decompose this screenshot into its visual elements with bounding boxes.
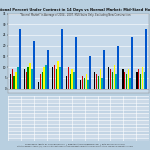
Bar [54, 65, 55, 89]
Bar [94, 72, 95, 89]
Bar [24, 69, 25, 89]
Bar [56, 69, 57, 89]
Bar [8, 131, 148, 134]
Bar [101, 78, 103, 89]
Bar [75, 37, 77, 89]
Bar [47, 50, 49, 89]
Bar [38, 82, 39, 89]
Bar [8, 138, 148, 141]
Bar [52, 67, 53, 89]
Bar [8, 96, 148, 99]
Bar [14, 76, 15, 89]
Bar [117, 46, 119, 89]
Bar [8, 127, 148, 131]
Bar [8, 106, 148, 110]
Bar [100, 69, 101, 89]
Bar [40, 74, 41, 89]
Bar [8, 99, 148, 103]
Bar [122, 69, 123, 89]
Bar [142, 67, 143, 89]
Bar [116, 74, 117, 89]
Bar [138, 69, 140, 89]
Bar [112, 72, 113, 89]
Bar [80, 80, 81, 89]
Bar [70, 74, 71, 89]
Bar [8, 117, 148, 120]
Bar [27, 67, 29, 89]
Bar [108, 67, 110, 89]
Bar [96, 74, 97, 89]
Bar [61, 28, 63, 89]
Bar [57, 61, 59, 89]
Bar [72, 69, 73, 89]
Bar [87, 80, 89, 89]
Bar [15, 72, 17, 89]
Bar [29, 63, 31, 89]
Bar [19, 28, 21, 89]
Bar [85, 74, 87, 89]
Text: Additional Percent Under Contract in 14 Days vs Normal Market: Mid-Sized Houses: Additional Percent Under Contract in 14 … [0, 8, 150, 12]
Bar [82, 76, 83, 89]
Bar [146, 28, 147, 89]
Bar [12, 69, 13, 89]
Bar [126, 74, 127, 89]
Bar [128, 69, 129, 89]
Bar [59, 67, 61, 89]
Bar [124, 72, 125, 89]
Bar [136, 72, 138, 89]
Bar [8, 103, 148, 106]
Text: "Normal Market" is Average of 2004 - 2007. MLS Sales Only, Excluding New Constru: "Normal Market" is Average of 2004 - 200… [20, 13, 130, 17]
Bar [73, 72, 75, 89]
Bar [8, 134, 148, 138]
Bar [68, 67, 69, 89]
Bar [42, 72, 43, 89]
Bar [129, 78, 131, 89]
Bar [10, 74, 11, 89]
Bar [131, 37, 133, 89]
Bar [33, 41, 35, 89]
Bar [98, 76, 99, 89]
Bar [140, 74, 141, 89]
Bar [45, 65, 47, 89]
Bar [8, 124, 148, 127]
Bar [26, 72, 27, 89]
Bar [8, 110, 148, 113]
Bar [44, 67, 45, 89]
Bar [31, 69, 33, 89]
Bar [114, 65, 115, 89]
Bar [66, 76, 67, 89]
Bar [8, 113, 148, 117]
Bar [144, 72, 145, 89]
Bar [17, 67, 19, 89]
Bar [8, 120, 148, 124]
Bar [103, 50, 105, 89]
Text: Statistics based on ARMLS (AZ) sold and listed data compiled from aggregated web: Statistics based on ARMLS (AZ) sold and … [17, 146, 133, 148]
Text: Compiled by Agents for Home Buyers LLC  |  www.AgentsforHomeBuyers.com  |  Data : Compiled by Agents for Home Buyers LLC |… [25, 144, 125, 146]
Bar [110, 69, 111, 89]
Bar [84, 78, 85, 89]
Bar [89, 56, 91, 89]
